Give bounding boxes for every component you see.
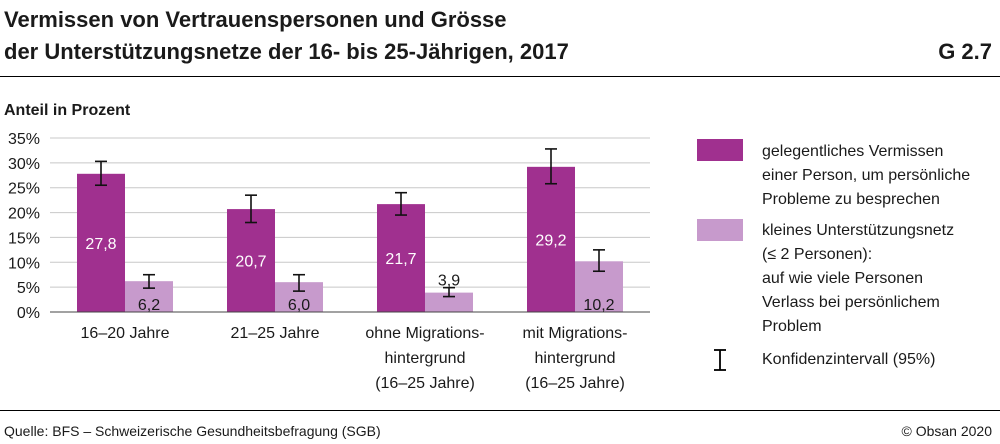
legend-swatch-series1 [697, 139, 743, 161]
legend-series1-line-1: gelegentliches Vermissen [762, 143, 944, 160]
source-note: Quelle: BFS – Schweizerische Gesundheits… [4, 423, 381, 439]
x-tick-label-2-1: 21–25 Jahre [231, 325, 320, 342]
chart-code: G 2.7 [938, 39, 992, 64]
legend-label-series1: gelegentliches Vermissen einer Person, u… [762, 140, 998, 212]
confidence-interval-icon [714, 349, 726, 371]
y-tick-label: 10% [8, 255, 40, 272]
x-tick-label-4-2: hintergrund [535, 350, 616, 367]
y-tick-label: 25% [8, 181, 40, 198]
legend-series2-line-4: Verlass bei persönlichem [762, 294, 940, 311]
y-tick-label: 20% [8, 206, 40, 223]
data-label-s2-4: 10,2 [583, 297, 614, 314]
y-tick-label: 5% [17, 280, 40, 297]
bar-s1-1 [77, 173, 125, 312]
bar-s1-3 [377, 204, 425, 312]
bar-s1-4 [527, 166, 575, 312]
data-label-s1-1: 27,8 [85, 236, 116, 253]
x-tick-label-3-1: ohne Migrations- [365, 325, 484, 342]
title-line-2: der Unterstützungsnetze der 16- bis 25-J… [4, 39, 569, 64]
x-tick-label-3-2: hintergrund [385, 350, 466, 367]
y-tick-label: 15% [8, 230, 40, 247]
x-tick-label-4-3: (16–25 Jahre) [525, 375, 625, 392]
legend-series2-line-2: (≤ 2 Personen): [762, 246, 873, 263]
x-tick-label-1-1: 16–20 Jahre [81, 325, 170, 342]
footer-rule [0, 410, 1000, 411]
data-label-s1-4: 29,2 [535, 232, 566, 249]
y-tick-label: 30% [8, 156, 40, 173]
x-tick-label-3-3: (16–25 Jahre) [375, 375, 475, 392]
legend-series1-line-3: Probleme zu besprechen [762, 191, 940, 208]
y-tick-label: 0% [17, 305, 40, 322]
legend-series2-line-3: auf wie viele Personen [762, 270, 923, 287]
copyright-note: © Obsan 2020 [901, 423, 993, 439]
data-label-s1-3: 21,7 [385, 251, 416, 268]
legend-series2-line-5: Problem [762, 318, 822, 335]
legend-series1-line-2: einer Person, um persönliche [762, 167, 971, 184]
bar-s2-3 [425, 292, 473, 312]
bar-s1-2 [227, 209, 275, 312]
x-tick-label-4-1: mit Migrations- [523, 325, 628, 342]
header-rule [0, 76, 1000, 77]
y-tick-label: 35% [8, 131, 40, 148]
legend-label-series2: kleines Unterstützungsnetz (≤ 2 Personen… [762, 219, 998, 339]
chart-title: Vermissen von Vertrauenspersonen und Grö… [4, 4, 569, 68]
title-line-1: Vermissen von Vertrauenspersonen und Grö… [4, 7, 507, 32]
y-axis-unit-label: Anteil in Prozent [4, 102, 131, 119]
data-label-s1-2: 20,7 [235, 254, 266, 271]
data-label-s2-2: 6,0 [288, 297, 310, 314]
legend-label-ci: Konfidenzintervall (95%) [762, 351, 936, 368]
legend-swatch-series2 [697, 219, 743, 241]
data-label-s2-3: 3,9 [438, 273, 460, 290]
legend-series2-line-1: kleines Unterstützungsnetz [762, 222, 955, 239]
data-label-s2-1: 6,2 [138, 297, 160, 314]
